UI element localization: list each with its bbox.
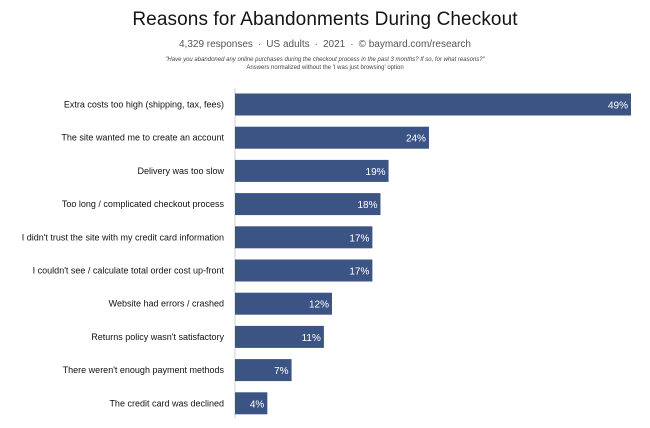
category-label: The credit card was declined [109, 398, 224, 408]
category-label: Returns policy wasn't satisfactory [91, 332, 224, 342]
value-label: 12% [309, 300, 329, 311]
category-label: There weren't enough payment methods [63, 365, 225, 375]
chart-meta: 4,329 responses · US adults · 2021 · © baymard… [0, 39, 650, 50]
value-label: 19% [366, 167, 386, 178]
value-label: 4% [250, 399, 265, 410]
source-credit: © baymard.com/research [358, 39, 471, 50]
bar [235, 126, 429, 149]
category-label: Extra costs too high (shipping, tax, fee… [64, 100, 224, 110]
bar [235, 226, 373, 249]
responses-count: 4,329 responses [178, 39, 253, 50]
meta-separator: · [314, 39, 318, 50]
bar [235, 159, 389, 182]
chart-title: Reasons for Abandonments During Checkout [132, 9, 518, 30]
value-label: 17% [349, 233, 369, 244]
value-label: 18% [357, 200, 377, 211]
bar [235, 325, 324, 348]
value-label: 7% [274, 366, 289, 377]
survey-question: "Have you abandoned any online purchases… [165, 57, 485, 63]
category-label: I couldn't see / calculate total order c… [33, 266, 225, 276]
category-label: Delivery was too slow [137, 166, 224, 176]
category-label: Website had errors / crashed [109, 299, 224, 309]
bar [235, 93, 631, 116]
bar [235, 392, 268, 415]
survey-year: 2021 [322, 39, 346, 50]
category-label: I didn't trust the site with my credit c… [22, 232, 224, 242]
bar [235, 359, 292, 382]
value-label: 49% [608, 101, 628, 112]
audience: US adults [266, 39, 310, 50]
category-label: The site wanted me to create an account [61, 133, 224, 143]
survey-note: Answers normalized without the 'I was ju… [246, 65, 404, 71]
meta-separator: · [257, 39, 262, 50]
value-label: 17% [349, 267, 369, 278]
bar [235, 292, 332, 315]
value-label: 24% [406, 134, 426, 145]
bar [235, 193, 381, 216]
category-label: Too long / complicated checkout process [62, 199, 225, 209]
value-label: 11% [302, 333, 321, 344]
bar [235, 259, 373, 282]
meta-separator: · [350, 39, 354, 50]
